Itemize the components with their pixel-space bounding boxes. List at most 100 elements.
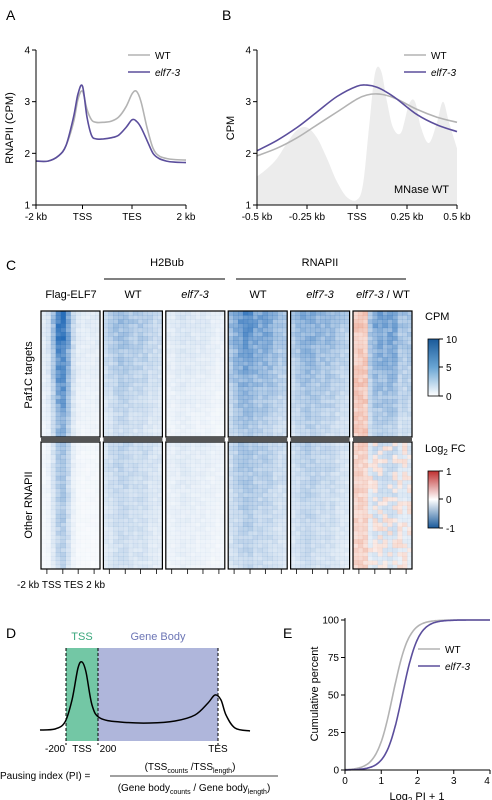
heatmap-pixel [300, 484, 306, 489]
heatmap-pixel [108, 501, 114, 506]
heatmap-pixel [170, 442, 176, 447]
heatmap-pixel [45, 420, 52, 425]
heatmap-pixel [344, 311, 350, 316]
heatmap-pixel [132, 484, 139, 489]
heatmap-pixel [185, 463, 191, 468]
heatmap-pixel [108, 390, 114, 396]
heatmap-pixel [118, 319, 124, 324]
heatmap-pixel [320, 411, 326, 417]
heatmap-pixel [392, 315, 398, 320]
heatmap-pixel [108, 386, 114, 392]
heatmap-pixel [219, 369, 226, 375]
heatmap-pixel [315, 543, 321, 549]
heatmap-pixel [137, 501, 144, 506]
heatmap-pixel [195, 420, 201, 425]
heatmap-pixel [377, 475, 383, 481]
heatmap-pixel [127, 488, 134, 494]
heatmap-pixel [344, 492, 350, 498]
heatmap-pixel [90, 450, 96, 455]
heatmap-pixel [295, 327, 301, 333]
heatmap-pixel [180, 311, 186, 316]
heatmap-pixel [90, 403, 96, 408]
heatmap-pixel [75, 552, 80, 557]
heatmap-pixel [55, 344, 61, 350]
formula-denominator: (Gene bodycounts / Gene bodylength) [118, 783, 271, 796]
heatmap-pixel [257, 556, 263, 561]
heatmap-pixel [305, 497, 311, 502]
heatmap-pixel [205, 530, 211, 536]
heatmap-pixel [397, 378, 403, 383]
heatmap-pixel [123, 509, 129, 515]
heatmap-pixel [257, 369, 263, 375]
heatmap-pixel [387, 340, 393, 345]
heatmap-pixel [290, 357, 296, 362]
heatmap-pixel [210, 518, 216, 523]
heatmap-pixel [242, 432, 249, 438]
heatmap-pixel [185, 395, 191, 400]
heatmap-pixel [175, 403, 181, 408]
heatmap-pixel [277, 564, 283, 570]
heatmap-pixel [387, 513, 393, 519]
heatmap-pixel [108, 378, 114, 383]
column-label-rnapii-wt: WT [249, 289, 266, 301]
heatmap-pixel [305, 390, 311, 396]
heatmap-pixel [132, 390, 139, 396]
heatmap-pixel [252, 386, 258, 392]
heatmap-pixel [185, 390, 191, 396]
heatmap-pixel [320, 311, 326, 316]
heatmap-pixel [175, 399, 181, 404]
colorbar-fc-title-sub: 2 [443, 448, 448, 457]
heatmap-pixel [152, 509, 158, 515]
heatmap-pixel [282, 543, 288, 549]
heatmap-pixel [118, 336, 124, 341]
heatmap-pixel [108, 336, 114, 341]
heatmap-pixel [95, 365, 101, 371]
heatmap-pixel [132, 539, 139, 544]
heatmap-pixel [377, 365, 383, 371]
heatmap-pixel [55, 552, 61, 557]
heatmap-pixel [113, 382, 119, 387]
heatmap-pixel [137, 560, 144, 566]
heatmap-pixel [70, 403, 76, 408]
heatmap-pixel [152, 336, 158, 341]
heatmap-pixel [295, 535, 301, 540]
heatmap-pixel [334, 467, 341, 472]
heatmap-pixel [320, 319, 326, 324]
heatmap-pixel [152, 442, 158, 447]
heatmap-pixel [329, 467, 336, 472]
heatmap-pixel [165, 403, 172, 408]
heatmap-pixel [142, 552, 148, 557]
heatmap-pixel [85, 432, 91, 438]
heatmap-pixel [147, 458, 153, 464]
heatmap-pixel [50, 458, 57, 464]
heatmap-pixel [142, 323, 148, 329]
heatmap-pixel [90, 531, 95, 536]
heatmap-pixel [305, 395, 311, 400]
heatmap-pixel [127, 442, 134, 447]
heatmap-pixel [157, 428, 163, 434]
chart-a-y-tick-label: 1 [24, 201, 30, 212]
heatmap-pixel [315, 432, 321, 438]
heatmap-pixel [387, 365, 393, 371]
heatmap-pixel [45, 403, 52, 408]
heatmap-pixel [60, 399, 66, 404]
heatmap-pixel [362, 518, 369, 523]
heatmap-pixel [113, 526, 119, 532]
heatmap-pixel [142, 513, 148, 519]
heatmap-pixel [262, 374, 268, 379]
heatmap-pixel [305, 336, 311, 341]
group-label-h2bub: H2Bub [150, 257, 184, 269]
heatmap-pixel [392, 488, 398, 494]
heatmap-pixel [362, 501, 369, 506]
heatmap-pixel [103, 395, 109, 400]
formula-num-a: (TSS [145, 762, 168, 773]
heatmap-pixel [272, 501, 278, 506]
heatmap-pixel [290, 416, 296, 421]
heatmap-pixel [175, 547, 181, 553]
heatmap-pixel [132, 395, 139, 400]
heatmap-pixel [325, 450, 331, 455]
heatmap-pixel [75, 348, 81, 354]
tick-minus-200: -200 [45, 744, 65, 755]
heatmap-pixel [305, 475, 311, 481]
heatmap-pixel [152, 340, 158, 345]
